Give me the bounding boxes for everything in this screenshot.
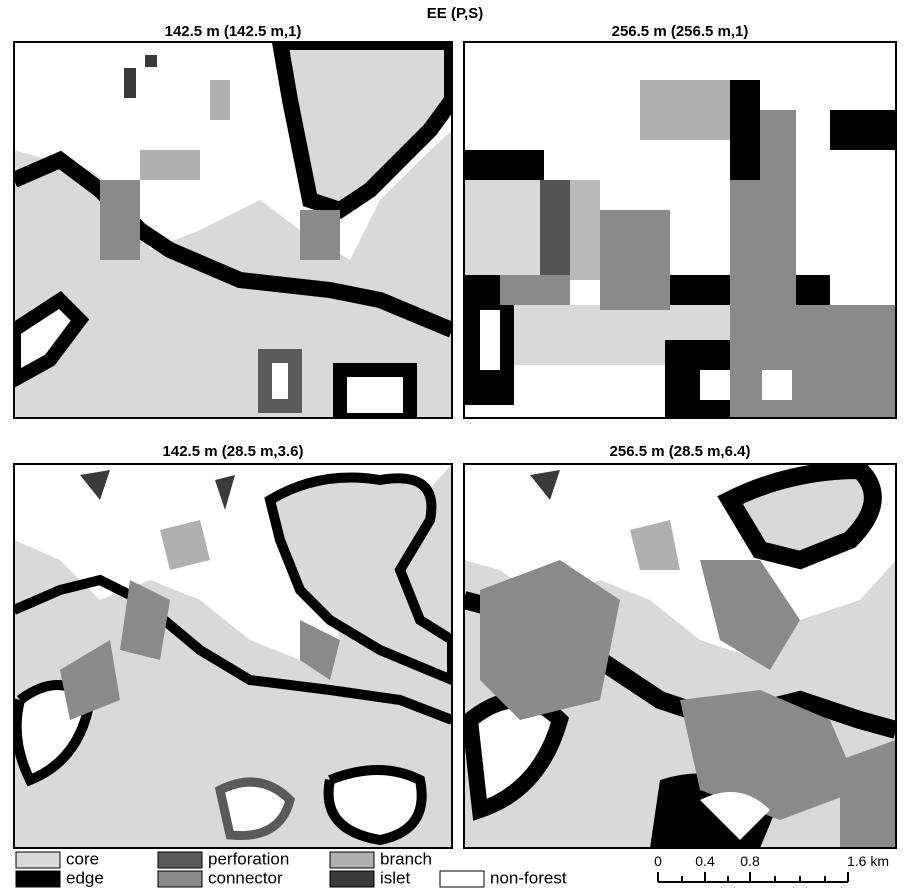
map-panel [14,464,452,848]
legend-swatch [16,852,60,868]
panel-title: 256.5 m (256.5 m,1) [612,23,749,40]
legend-label: islet [380,868,411,887]
map-panel [464,464,896,848]
figure: EE (P,S) 142.5 m (142.5 m,1) 256.5 m (25… [0,0,910,888]
legend-swatch [158,852,202,868]
figure-title: EE (P,S) [427,5,483,22]
legend-swatch [330,871,374,887]
legend: core perforation branch edge connector islet n… [16,849,567,887]
legend-swatch [16,871,60,887]
legend-label: perforation [208,849,289,868]
scale-bar [658,872,848,882]
scale-label: 1.6 km [847,853,889,869]
scale-label: 0.4 [695,853,715,869]
legend-swatch [440,871,484,887]
panel-title: 142.5 m (28.5 m,3.6) [163,443,304,460]
map-panel [14,42,452,420]
legend-label: core [66,849,99,868]
legend-swatch [330,852,374,868]
panel-title: 142.5 m (142.5 m,1) [165,23,302,40]
legend-swatch [158,871,202,887]
scale-label: 0.8 [740,853,760,869]
legend-label: edge [66,868,104,887]
legend-label: connector [208,868,283,887]
legend-label: branch [380,849,432,868]
page: EE (P,S) 142.5 m (142.5 m,1) 256.5 m (25… [0,0,910,888]
panel-title: 256.5 m (28.5 m,6.4) [610,443,751,460]
scale-label: 0 [654,853,662,869]
legend-label: non-forest [490,868,567,887]
map-panel [464,42,896,418]
